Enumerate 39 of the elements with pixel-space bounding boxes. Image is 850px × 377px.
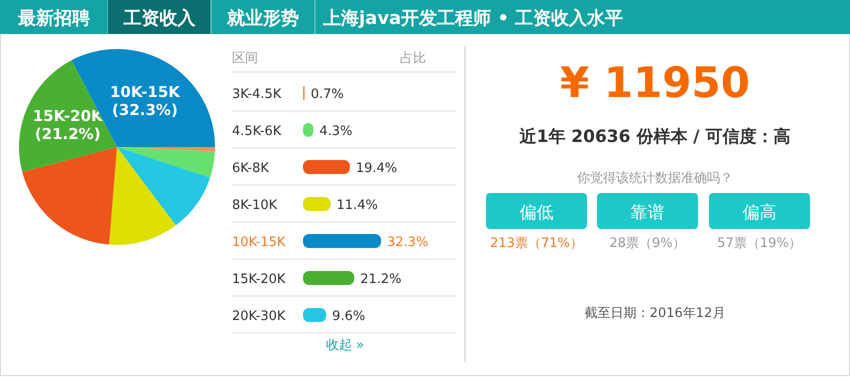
- text: 收起 »: [326, 338, 364, 353]
- data-label: 9.6%: [332, 309, 366, 324]
- text: 工资收入: [122, 8, 196, 29]
- data-label: 11.4%: [336, 198, 378, 213]
- y-tick-label: 20K-30K: [232, 309, 286, 324]
- text: 就业形势: [226, 8, 299, 29]
- text: 近1年 20636 份样本 / 可信度：高: [518, 127, 790, 147]
- bar: [303, 271, 354, 285]
- data-label: 21.2%: [360, 272, 402, 287]
- text: 截至日期：2016年12月: [584, 306, 726, 321]
- bar: [303, 197, 331, 211]
- text: ¥ 11950: [560, 58, 750, 107]
- bar: [303, 308, 326, 322]
- text: 213票（71%）: [490, 236, 583, 251]
- bar: [303, 160, 350, 174]
- data-label: 0.7%: [310, 87, 344, 102]
- data-label: 19.4%: [356, 161, 398, 176]
- y-tick-label: 15K-20K: [232, 272, 286, 287]
- data-label: 4.3%: [319, 124, 352, 139]
- bar: [303, 234, 381, 248]
- text: 区间: [232, 51, 258, 66]
- y-tick-label: 10K-15K: [232, 235, 286, 250]
- text: 上海java开发工程师 • 工资收入水平: [322, 8, 624, 29]
- y-tick-label: 8K-10K: [232, 198, 278, 213]
- y-tick-label: 4.5K-6K: [232, 124, 282, 139]
- text: 占比: [400, 51, 426, 66]
- text: 偏高: [742, 203, 776, 223]
- text: 靠谱: [630, 203, 664, 223]
- data-label: 32.3%: [387, 235, 428, 250]
- text: 28票（9%）: [609, 236, 686, 251]
- y-tick-label: 3K-4.5K: [232, 87, 282, 102]
- data-label: (32.3%): [112, 100, 178, 119]
- y-tick-label: 6K-8K: [232, 161, 270, 176]
- text: 偏低: [520, 203, 554, 223]
- slice-label: 10K-15K: [110, 82, 182, 101]
- text: 最新招聘: [17, 8, 90, 29]
- text: 你觉得该统计数据准确吗？: [576, 170, 733, 186]
- data-label: (21.2%): [34, 125, 101, 144]
- text: 57票（19%）: [717, 236, 802, 251]
